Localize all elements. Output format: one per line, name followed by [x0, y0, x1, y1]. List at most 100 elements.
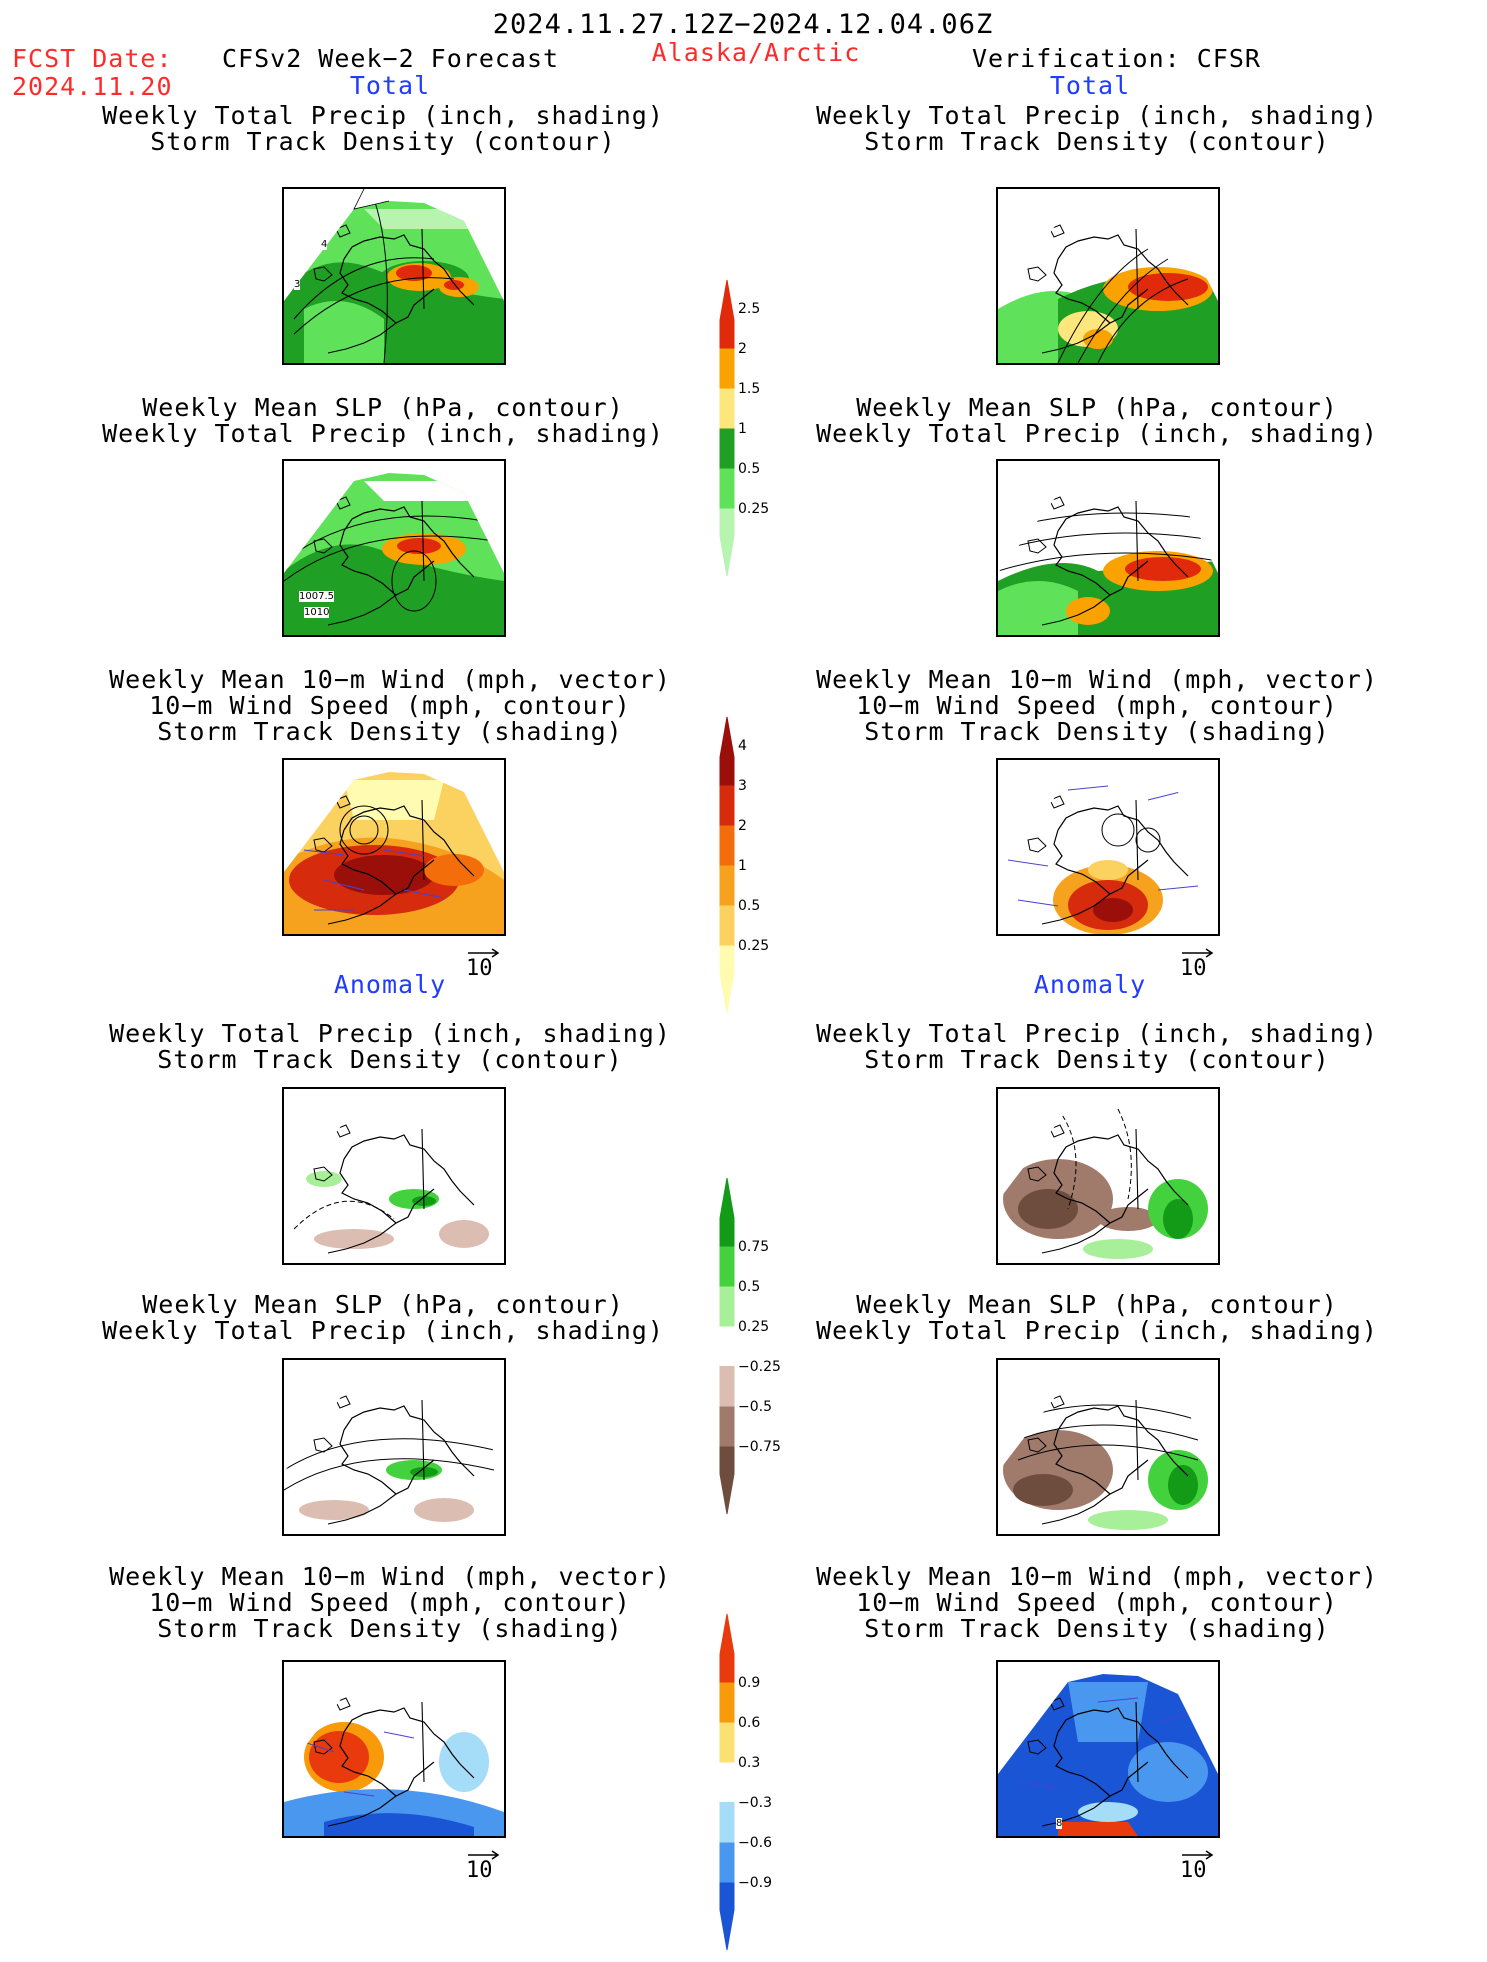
title-r3-b: 10−m Wind Speed (mph, contour)	[856, 691, 1338, 720]
colorbar-graphic: −0.75 −0.5 −0.25 0.25 0.5 0.75	[719, 1177, 781, 1515]
colorbar-segment	[719, 1801, 735, 1843]
colorbar-segment	[719, 1405, 735, 1447]
title-r3-a: Weekly Mean 10−m Wind (mph, vector)	[816, 665, 1378, 694]
colorbar-tick-label: −0.25	[738, 1359, 781, 1375]
section-total-right: Total	[1049, 71, 1131, 100]
title-l3-c: Storm Track Density (shading)	[157, 717, 623, 746]
colorbar-tick-label: −0.6	[738, 1835, 772, 1851]
colorbar-segment	[719, 279, 735, 349]
reference-vector-label: 10	[1180, 956, 1207, 981]
title-l1-b: Storm Track Density (contour)	[150, 127, 616, 156]
section-total-left: Total	[349, 71, 431, 100]
title-l2-a: Weekly Mean SLP (hPa, contour)	[142, 393, 624, 422]
title-l3-b: 10−m Wind Speed (mph, contour)	[149, 691, 631, 720]
colorbar-tick-label: 1.5	[738, 381, 760, 397]
colorbar-segment	[719, 1177, 735, 1247]
colorbar-segment	[719, 1445, 735, 1515]
colorbar-segment	[719, 387, 735, 429]
title-r1-b: Storm Track Density (contour)	[864, 127, 1330, 156]
colorbar-tick-label: −0.3	[738, 1795, 772, 1811]
colorbar-segment	[720, 1326, 734, 1366]
arrow-right-icon	[1182, 948, 1214, 958]
valid-period: 2024.11.27.12Z−2024.12.04.06Z	[492, 9, 994, 40]
colorbar-tick-label: 2	[738, 341, 747, 357]
contour-label: 8	[1056, 1818, 1063, 1829]
contour-label: 1007.5	[299, 591, 334, 602]
title-r5-a: Weekly Mean SLP (hPa, contour)	[856, 1290, 1338, 1319]
colorbar-segment	[719, 1245, 735, 1287]
colorbar-segment	[720, 1762, 734, 1802]
reference-vector-l6: 10	[466, 1850, 500, 1883]
map-forecast-anomaly-slp-precip	[282, 1358, 506, 1536]
colorbar-tick-label: 3	[738, 778, 747, 794]
reference-vector-l3: 10	[466, 948, 500, 981]
title-l5-b: Weekly Total Precip (inch, shading)	[102, 1316, 664, 1345]
title-l4-a: Weekly Total Precip (inch, shading)	[109, 1019, 671, 1048]
colorbar-segment	[719, 467, 735, 509]
title-r6-a: Weekly Mean 10−m Wind (mph, vector)	[816, 1562, 1378, 1591]
colorbar-segment	[719, 507, 735, 577]
colorbar-segment	[719, 1721, 735, 1763]
colorbar-tick-label: 0.75	[738, 1239, 769, 1255]
colorbar-segment	[719, 1881, 735, 1951]
colorbar-segment	[719, 347, 735, 389]
title-r6-b: 10−m Wind Speed (mph, contour)	[856, 1588, 1338, 1617]
colorbar-tick-label: 4	[738, 738, 747, 754]
colorbar-segment	[719, 427, 735, 469]
colorbar-segment	[719, 904, 735, 946]
title-l5-a: Weekly Mean SLP (hPa, contour)	[142, 1290, 624, 1319]
colorbar-segment	[719, 1285, 735, 1327]
reference-vector-r3: 10	[1180, 948, 1214, 981]
map-forecast-anomaly-wind-storm	[282, 1660, 506, 1838]
section-anomaly-right: Anomaly	[1033, 970, 1147, 999]
map-verification-total-wind-storm	[996, 758, 1220, 936]
title-l6-c: Storm Track Density (shading)	[157, 1614, 623, 1643]
title-l6-a: Weekly Mean 10−m Wind (mph, vector)	[109, 1562, 671, 1591]
model-name: CFSv2 Week−2 Forecast	[222, 44, 560, 73]
verification-label: Verification: CFSR	[972, 44, 1261, 73]
title-r5-b: Weekly Total Precip (inch, shading)	[816, 1316, 1378, 1345]
colorbar-tick-label: −0.5	[738, 1399, 772, 1415]
colorbar-segment	[719, 1613, 735, 1683]
fcst-date: 2024.11.20	[12, 72, 173, 101]
title-l3-a: Weekly Mean 10−m Wind (mph, vector)	[109, 665, 671, 694]
title-l6-b: 10−m Wind Speed (mph, contour)	[149, 1588, 631, 1617]
colorbar-segment	[719, 1681, 735, 1723]
fcst-date-label: FCST Date:	[12, 44, 173, 73]
colorbar-tick-label: 0.9	[738, 1675, 760, 1691]
title-l1-a: Weekly Total Precip (inch, shading)	[102, 101, 664, 130]
section-anomaly-left: Anomaly	[333, 970, 447, 999]
title-r3-c: Storm Track Density (shading)	[864, 717, 1330, 746]
colorbar-tick-label: 1	[738, 858, 747, 874]
colorbar-precip-anomaly: −0.75 −0.5 −0.25 0.25 0.5 0.75	[719, 1166, 830, 1526]
colorbar-tick-label: 0.5	[738, 898, 760, 914]
colorbar-tick-label: 0.25	[738, 938, 769, 954]
colorbar-tick-label: 2.5	[738, 301, 760, 317]
map-forecast-total-slp-precip: 1007.5 1010	[282, 459, 506, 637]
colorbar-tick-label: 0.5	[738, 461, 760, 477]
arrow-right-icon	[1182, 1850, 1214, 1860]
colorbar-graphic: 0.25 0.5 1 2 3 4	[719, 716, 769, 1014]
colorbar-tick-label: 0.5	[738, 1279, 760, 1295]
map-forecast-total-wind-storm	[282, 758, 506, 936]
contour-label: 3	[294, 279, 301, 290]
map-forecast-anomaly-precip-storm	[282, 1087, 506, 1265]
map-verification-total-precip-storm	[996, 187, 1220, 365]
colorbar-segment	[719, 944, 735, 1014]
arrow-right-icon	[468, 1850, 500, 1860]
map-verification-anomaly-wind-storm: 8	[996, 1660, 1220, 1838]
colorbar-tick-label: 1	[738, 421, 747, 437]
title-l4-b: Storm Track Density (contour)	[157, 1045, 623, 1074]
map-verification-anomaly-precip-storm	[996, 1087, 1220, 1265]
reference-vector-r6: 10	[1180, 1850, 1214, 1883]
arrow-right-icon	[468, 948, 500, 958]
map-verification-total-slp-precip	[996, 459, 1220, 637]
colorbar-segment	[719, 864, 735, 906]
colorbar-tick-label: 0.25	[738, 501, 769, 517]
map-forecast-total-precip-storm: 4 3	[282, 187, 506, 365]
region-name: Alaska/Arctic	[651, 38, 861, 67]
colorbar-tick-label: 0.6	[738, 1715, 760, 1731]
colorbar-segment	[719, 824, 735, 866]
colorbar-segment	[719, 716, 735, 786]
title-r6-c: Storm Track Density (shading)	[864, 1614, 1330, 1643]
